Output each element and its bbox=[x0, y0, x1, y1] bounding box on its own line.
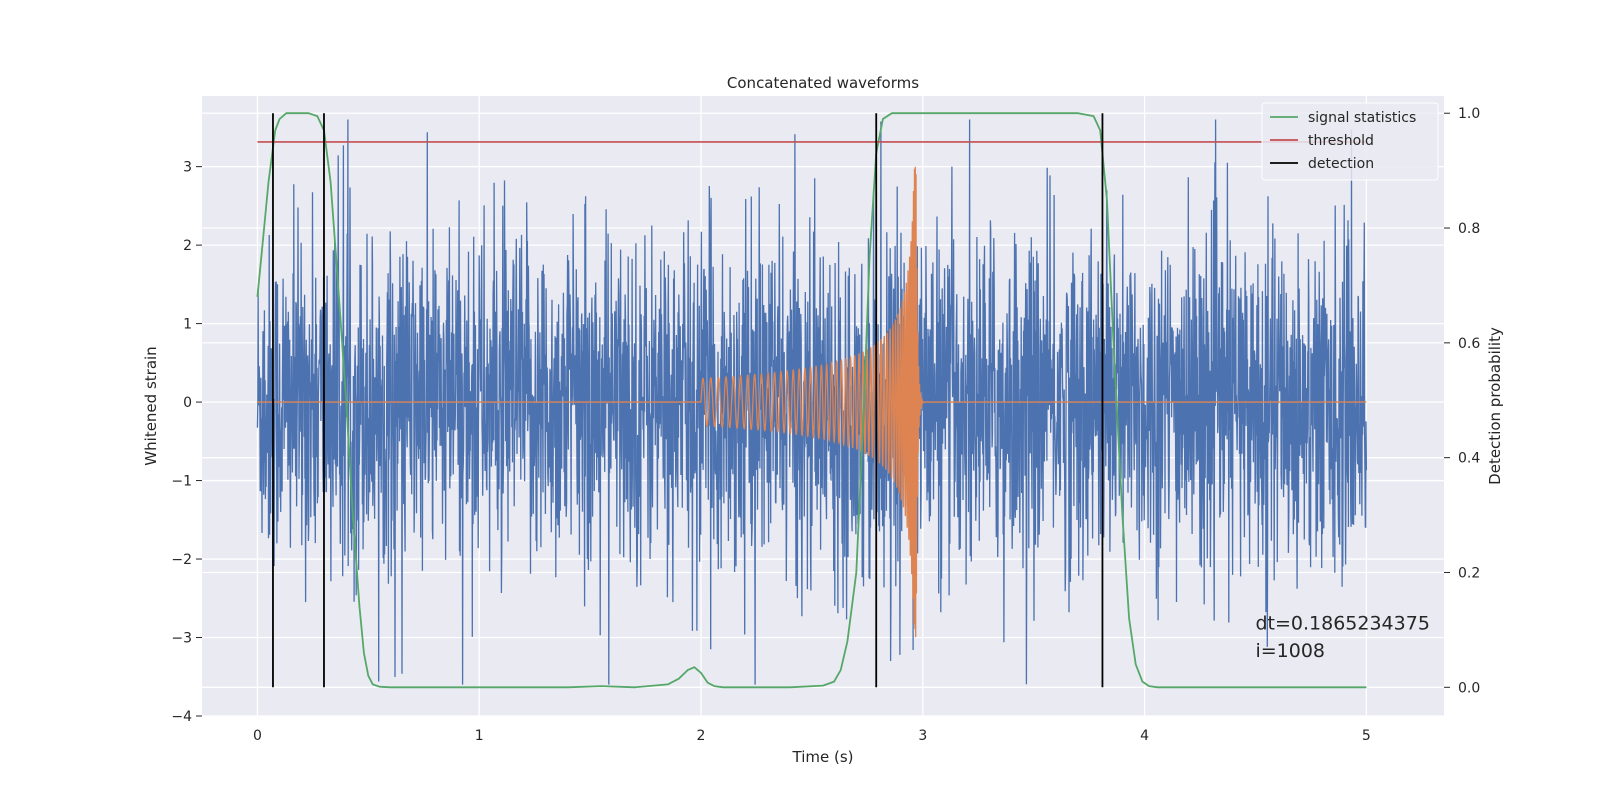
x-axis-label: Time (s) bbox=[792, 748, 854, 766]
y-axis-label: Whitened strain bbox=[142, 346, 160, 465]
y-tick-label: 0 bbox=[183, 395, 192, 411]
y-tick-label: −3 bbox=[171, 631, 192, 647]
ticks: 0 1 2 3 4 5 −4 −3 −2 −1 0 1 2 3 0.0 0.2 0.4 0.6 0.8 1.0 bbox=[171, 106, 1480, 744]
x-tick-label: 0 bbox=[253, 728, 262, 744]
x-tick-label: 1 bbox=[475, 728, 484, 744]
y-tick-label: −4 bbox=[171, 709, 192, 725]
annotation-text: i=1008 bbox=[1255, 640, 1325, 662]
x-tick-label: 5 bbox=[1362, 728, 1371, 744]
y-tick-label: −1 bbox=[171, 474, 192, 490]
series-signal-statistics bbox=[256, 112, 1367, 689]
y2-tick-label: 0.0 bbox=[1458, 680, 1480, 696]
chart-title: Concatenated waveforms bbox=[727, 74, 919, 92]
legend-box bbox=[1261, 102, 1439, 181]
y-tick-label: −2 bbox=[171, 552, 192, 568]
annotations: dt=0.1865234375 i=1008 bbox=[1255, 613, 1429, 662]
y2-tick-label: 0.6 bbox=[1458, 336, 1480, 352]
y-tick-label: 2 bbox=[183, 238, 192, 254]
series-noise bbox=[256, 119, 1368, 685]
annotation-text: dt=0.1865234375 bbox=[1255, 613, 1429, 635]
y2-tick-label: 0.8 bbox=[1458, 221, 1480, 237]
series-layer bbox=[256, 112, 1368, 689]
series-chirp bbox=[257, 166, 1367, 638]
legend-label: threshold bbox=[1308, 133, 1374, 149]
y2-tick-label: 0.2 bbox=[1458, 565, 1480, 581]
x-tick-label: 4 bbox=[1140, 728, 1149, 744]
legend: signal statistics threshold detection bbox=[1261, 102, 1439, 181]
y2-axis-label: Detection probability bbox=[1486, 327, 1504, 485]
y2-tick-label: 1.0 bbox=[1458, 106, 1480, 122]
x-tick-label: 3 bbox=[918, 728, 927, 744]
legend-label: detection bbox=[1308, 156, 1374, 172]
legend-label: signal statistics bbox=[1308, 110, 1416, 126]
y2-tick-label: 0.4 bbox=[1458, 451, 1480, 467]
x-tick-label: 2 bbox=[697, 728, 706, 744]
y-tick-label: 1 bbox=[183, 317, 192, 333]
y-tick-label: 3 bbox=[183, 160, 192, 176]
